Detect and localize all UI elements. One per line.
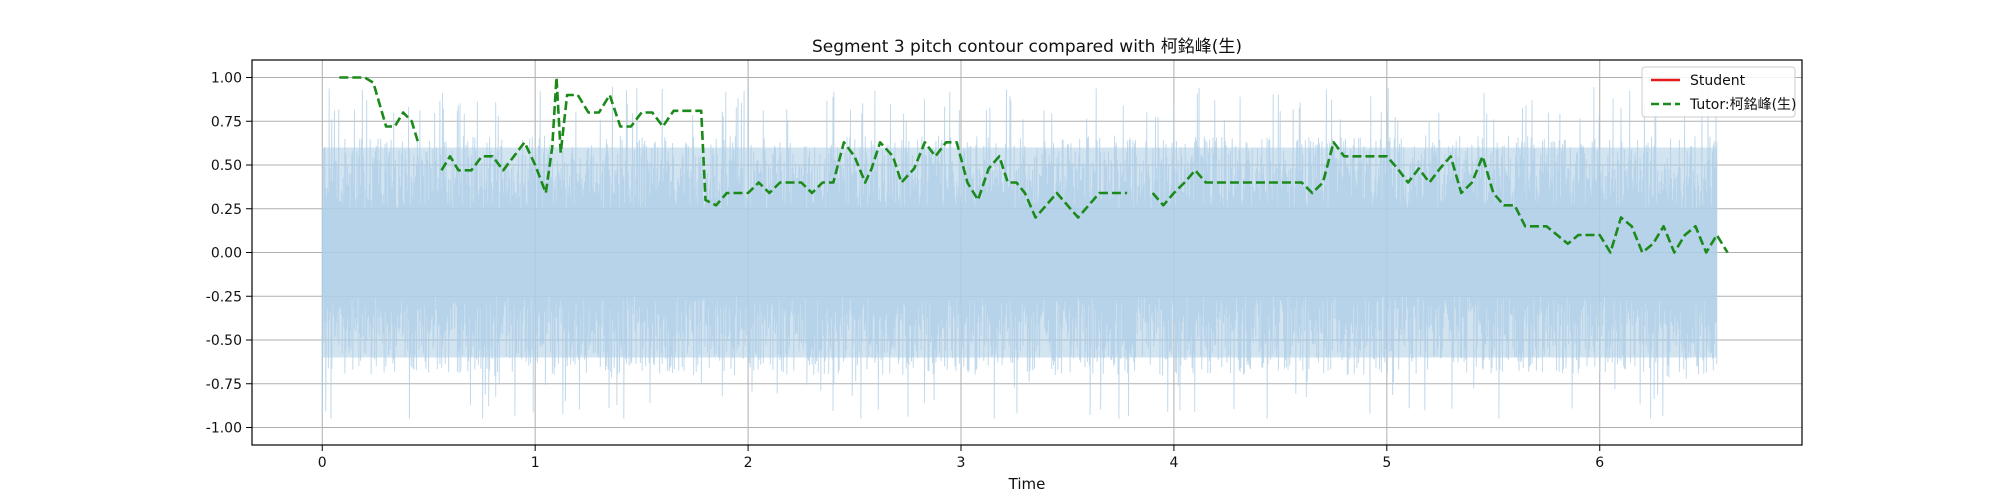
legend: Student Tutor:柯銘峰(生) (1641, 66, 1797, 118)
x-tick-label: 2 (744, 455, 753, 471)
series-line-tutor (339, 76, 1729, 254)
waveform-layer (321, 86, 1718, 419)
y-tick-label: 1.00 (211, 71, 242, 87)
y-tick-label: -0.75 (206, 377, 242, 393)
y-tick-label: 0.75 (211, 114, 242, 130)
series-layer (339, 76, 1729, 254)
x-axis-label: Time (1008, 475, 1046, 493)
y-tick-label: 0.25 (211, 202, 242, 218)
legend-box (1641, 66, 1796, 118)
legend-student-label: Student (1690, 73, 1746, 89)
y-tick-label: -1.00 (206, 421, 242, 437)
chart-title: Segment 3 pitch contour compared with 柯銘… (812, 37, 1242, 57)
x-tick-label: 4 (1169, 455, 1178, 471)
x-tick-label: 3 (957, 455, 966, 471)
x-tick-label: 0 (318, 455, 327, 471)
x-tick-label: 6 (1595, 455, 1604, 471)
y-tick-label: -0.25 (206, 289, 242, 305)
x-tick-label: 1 (531, 455, 540, 471)
waveform-trace (321, 86, 1718, 419)
y-tick-label: 0.00 (211, 246, 242, 262)
y-tick-label: 0.50 (211, 158, 242, 174)
y-tick-label: -0.50 (206, 333, 242, 349)
ticks: 0 1 2 3 4 5 6 -1.00 -0.75 -0.50 -0.25 0.00 0.25 0.50 0… (206, 71, 1605, 472)
legend-tutor-label: Tutor:柯銘峰(生) (1689, 97, 1797, 113)
x-tick-label: 5 (1382, 455, 1391, 471)
